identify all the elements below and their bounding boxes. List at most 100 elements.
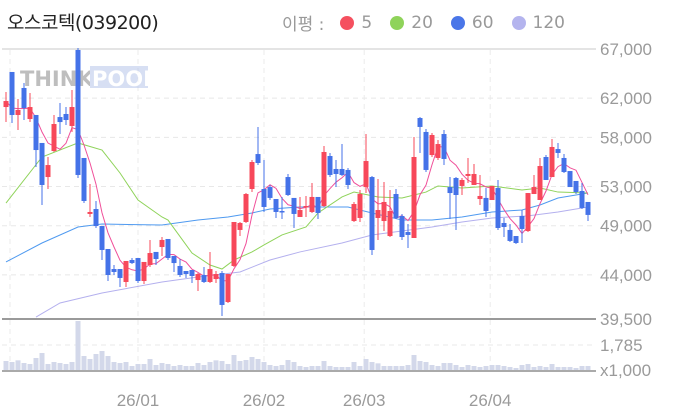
candle-body (297, 210, 303, 217)
candle (495, 179, 501, 230)
candle (207, 251, 213, 283)
ma5-dot-icon (340, 15, 355, 30)
price-tick-label: 58,000 (600, 128, 652, 147)
candle-body (483, 197, 489, 211)
candle-body (363, 161, 369, 188)
volume-bar (291, 362, 297, 370)
volume-bar (99, 350, 105, 370)
candle (375, 178, 381, 240)
candle (39, 142, 45, 206)
candle-body (423, 131, 429, 170)
legend-item-ma5: 5 (340, 13, 372, 33)
candle-body (39, 142, 45, 185)
candle (165, 238, 171, 260)
legend-ma120-label: 120 (532, 12, 565, 33)
candle-body (195, 274, 201, 281)
candle-body (525, 193, 531, 232)
candle (249, 160, 255, 193)
volume-bar (201, 365, 207, 370)
volume-bar (399, 365, 405, 370)
volume-bar (465, 365, 471, 370)
volume-bar (105, 355, 111, 370)
candle (105, 248, 111, 282)
volume-bar (393, 365, 399, 370)
candle (351, 201, 357, 222)
volume-bar (555, 367, 561, 370)
volume-tick-label: x1,000 (600, 361, 651, 380)
candle-body (393, 194, 399, 218)
candle (27, 92, 33, 123)
candle (393, 189, 399, 219)
candle (159, 237, 165, 256)
volume-bar (423, 362, 429, 370)
candle-body (441, 134, 447, 159)
candle-body (171, 255, 177, 264)
candle (87, 184, 93, 217)
candle-body (387, 211, 393, 237)
volume-bar (585, 365, 591, 370)
candle-body (3, 101, 9, 108)
volume-bar (183, 365, 189, 370)
volume-bar (525, 364, 531, 370)
candle-body (213, 274, 219, 280)
ma20-line (5, 142, 589, 270)
volume-bar (51, 362, 57, 370)
volume-bar (417, 360, 423, 370)
candle-body (561, 157, 567, 173)
candle-body (357, 194, 363, 218)
candle (423, 129, 429, 173)
volume-bar (471, 365, 477, 370)
candle-body (465, 173, 471, 176)
ma-legend: 이평 : 5 20 60 120 (282, 10, 583, 36)
candle-body (165, 238, 171, 259)
price-tick-label: 49,000 (600, 217, 652, 236)
candle-body (105, 248, 111, 276)
price-tick-label: 67,000 (600, 40, 652, 59)
volume-bar (27, 364, 33, 370)
volume-bar (387, 365, 393, 370)
volume-bars (3, 320, 591, 370)
candle (561, 154, 567, 174)
candle (147, 239, 153, 267)
legend-ma20-label: 20 (411, 12, 433, 33)
candle-body (579, 190, 585, 208)
volume-bar (255, 359, 261, 370)
legend-label: 이평 : (282, 15, 325, 35)
candle-body (189, 270, 195, 276)
volume-bar (333, 367, 339, 370)
volume-bar (147, 359, 153, 370)
candle (129, 258, 135, 265)
candle-body (333, 168, 339, 174)
moving-average-lines (5, 100, 589, 318)
volume-bar (339, 367, 345, 370)
candle (285, 173, 291, 196)
legend-ma5-label: 5 (361, 12, 373, 33)
candle-body (201, 275, 207, 282)
candle-body (291, 197, 297, 214)
candle (273, 199, 279, 218)
candle (333, 160, 339, 188)
candle-body (279, 211, 285, 213)
volume-bar (501, 365, 507, 370)
candle-body (75, 49, 81, 175)
candle-body (519, 216, 525, 229)
candle (321, 146, 327, 207)
volume-bar (369, 362, 375, 370)
volume-bar (357, 365, 363, 370)
candle-body (243, 194, 249, 222)
volume-bar (267, 365, 273, 370)
candle (225, 274, 231, 303)
legend-item-ma120: 120 (511, 12, 565, 33)
thinkpool-logo: THINK POOL (20, 66, 156, 91)
candle (573, 180, 579, 195)
candle-body (267, 187, 273, 198)
candle-body (15, 109, 21, 115)
candle-body (57, 117, 63, 123)
candle (339, 144, 345, 176)
candle (303, 195, 309, 217)
volume-bar (243, 360, 249, 370)
ma5-line (5, 100, 589, 282)
candle-body (153, 251, 159, 260)
volume-bar (375, 363, 381, 370)
candle-body (69, 107, 75, 126)
